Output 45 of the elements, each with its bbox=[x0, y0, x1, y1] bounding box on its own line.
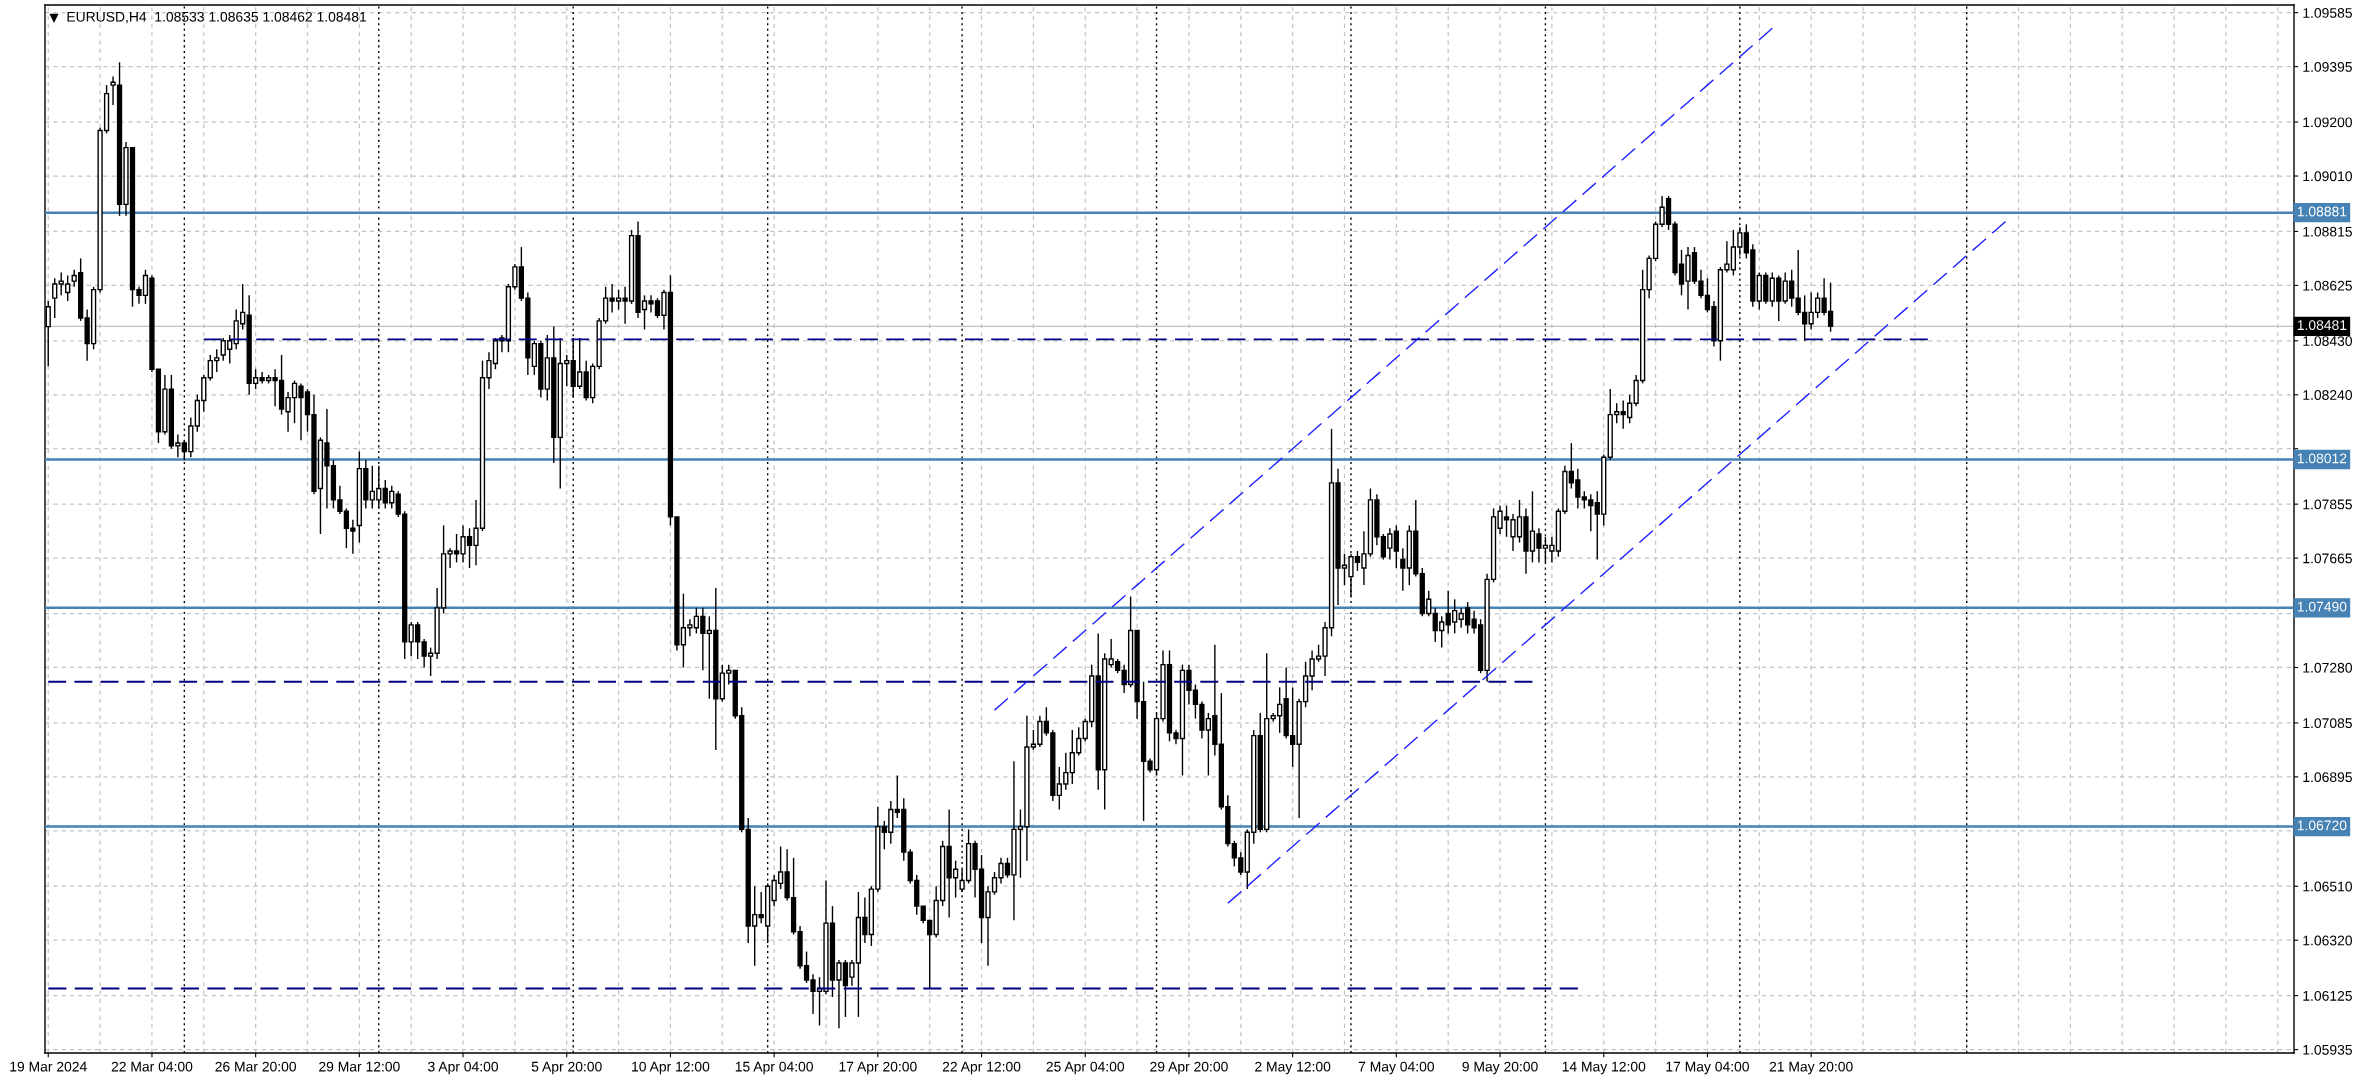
chart-title: EURUSD,H4 1.08533 1.08635 1.08462 1.08481 bbox=[67, 11, 367, 24]
y-tick-label: 1.09010 bbox=[2303, 171, 2352, 182]
y-tick-label: 1.05935 bbox=[2303, 1044, 2352, 1055]
y-tick-label: 1.06895 bbox=[2303, 772, 2352, 783]
x-tick-label: 29 Mar 12:00 bbox=[319, 1061, 400, 1072]
ref-line-label: 1.08481 bbox=[2297, 320, 2347, 331]
x-tick-label: 5 Apr 20:00 bbox=[531, 1061, 602, 1075]
x-tick-label: 19 Mar 2024 bbox=[10, 1061, 87, 1072]
x-tick-label: 14 May 12:00 bbox=[1562, 1061, 1646, 1075]
x-tick-label: 22 Apr 12:00 bbox=[942, 1061, 1021, 1075]
y-tick-label: 1.07855 bbox=[2303, 499, 2352, 510]
ref-line-label: 1.06720 bbox=[2297, 820, 2347, 831]
x-tick-label: 15 Apr 04:00 bbox=[735, 1061, 813, 1075]
x-tick-label: 21 May 20:00 bbox=[1769, 1061, 1853, 1075]
y-tick-label: 1.06125 bbox=[2303, 990, 2352, 1001]
candlestick bbox=[1400, 547, 1406, 592]
ref-line-label: 1.08881 bbox=[2297, 206, 2347, 217]
y-tick-label: 1.08625 bbox=[2303, 280, 2352, 291]
ref-line-label: 1.07490 bbox=[2297, 601, 2347, 612]
x-tick-label: 17 May 04:00 bbox=[1666, 1061, 1749, 1075]
x-tick-label: 7 May 04:00 bbox=[1358, 1061, 1435, 1075]
x-tick-label: 22 Mar 04:00 bbox=[111, 1061, 193, 1072]
x-tick-label: 25 Apr 04:00 bbox=[1046, 1061, 1125, 1075]
line-series bbox=[1227, 220, 2007, 904]
x-tick-label: 29 Apr 20:00 bbox=[1150, 1061, 1228, 1075]
y-tick-label: 1.09585 bbox=[2303, 8, 2352, 18]
y-tick-label: 1.06320 bbox=[2303, 935, 2352, 946]
ref-line-label: 1.08012 bbox=[2297, 453, 2347, 464]
y-tick-label: 1.09200 bbox=[2303, 117, 2352, 128]
x-tick-label: 17 Apr 20:00 bbox=[839, 1061, 917, 1075]
y-tick-label: 1.09395 bbox=[2303, 61, 2352, 72]
candlestick bbox=[52, 277, 58, 319]
x-tick-label: 3 Apr 04:00 bbox=[428, 1061, 499, 1075]
line-series bbox=[993, 27, 1773, 711]
x-tick-label: 2 May 12:00 bbox=[1255, 1061, 1331, 1075]
y-tick-label: 1.07085 bbox=[2303, 718, 2352, 729]
y-tick-label: 1.07665 bbox=[2303, 553, 2352, 564]
y-tick-label: 1.07280 bbox=[2303, 662, 2352, 673]
y-tick-label: 1.08430 bbox=[2303, 336, 2352, 346]
x-tick-label: 26 Mar 20:00 bbox=[215, 1061, 297, 1072]
y-tick-label: 1.08815 bbox=[2303, 226, 2352, 237]
x-tick-label: 10 Apr 12:00 bbox=[632, 1061, 710, 1075]
x-tick-label: 9 May 20:00 bbox=[1462, 1061, 1538, 1075]
y-tick-label: 1.06510 bbox=[2303, 881, 2352, 892]
y-tick-label: 1.08240 bbox=[2303, 390, 2352, 400]
